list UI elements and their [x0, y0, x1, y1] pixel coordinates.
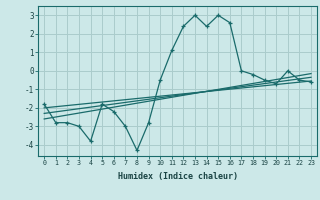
X-axis label: Humidex (Indice chaleur): Humidex (Indice chaleur)	[118, 172, 238, 181]
